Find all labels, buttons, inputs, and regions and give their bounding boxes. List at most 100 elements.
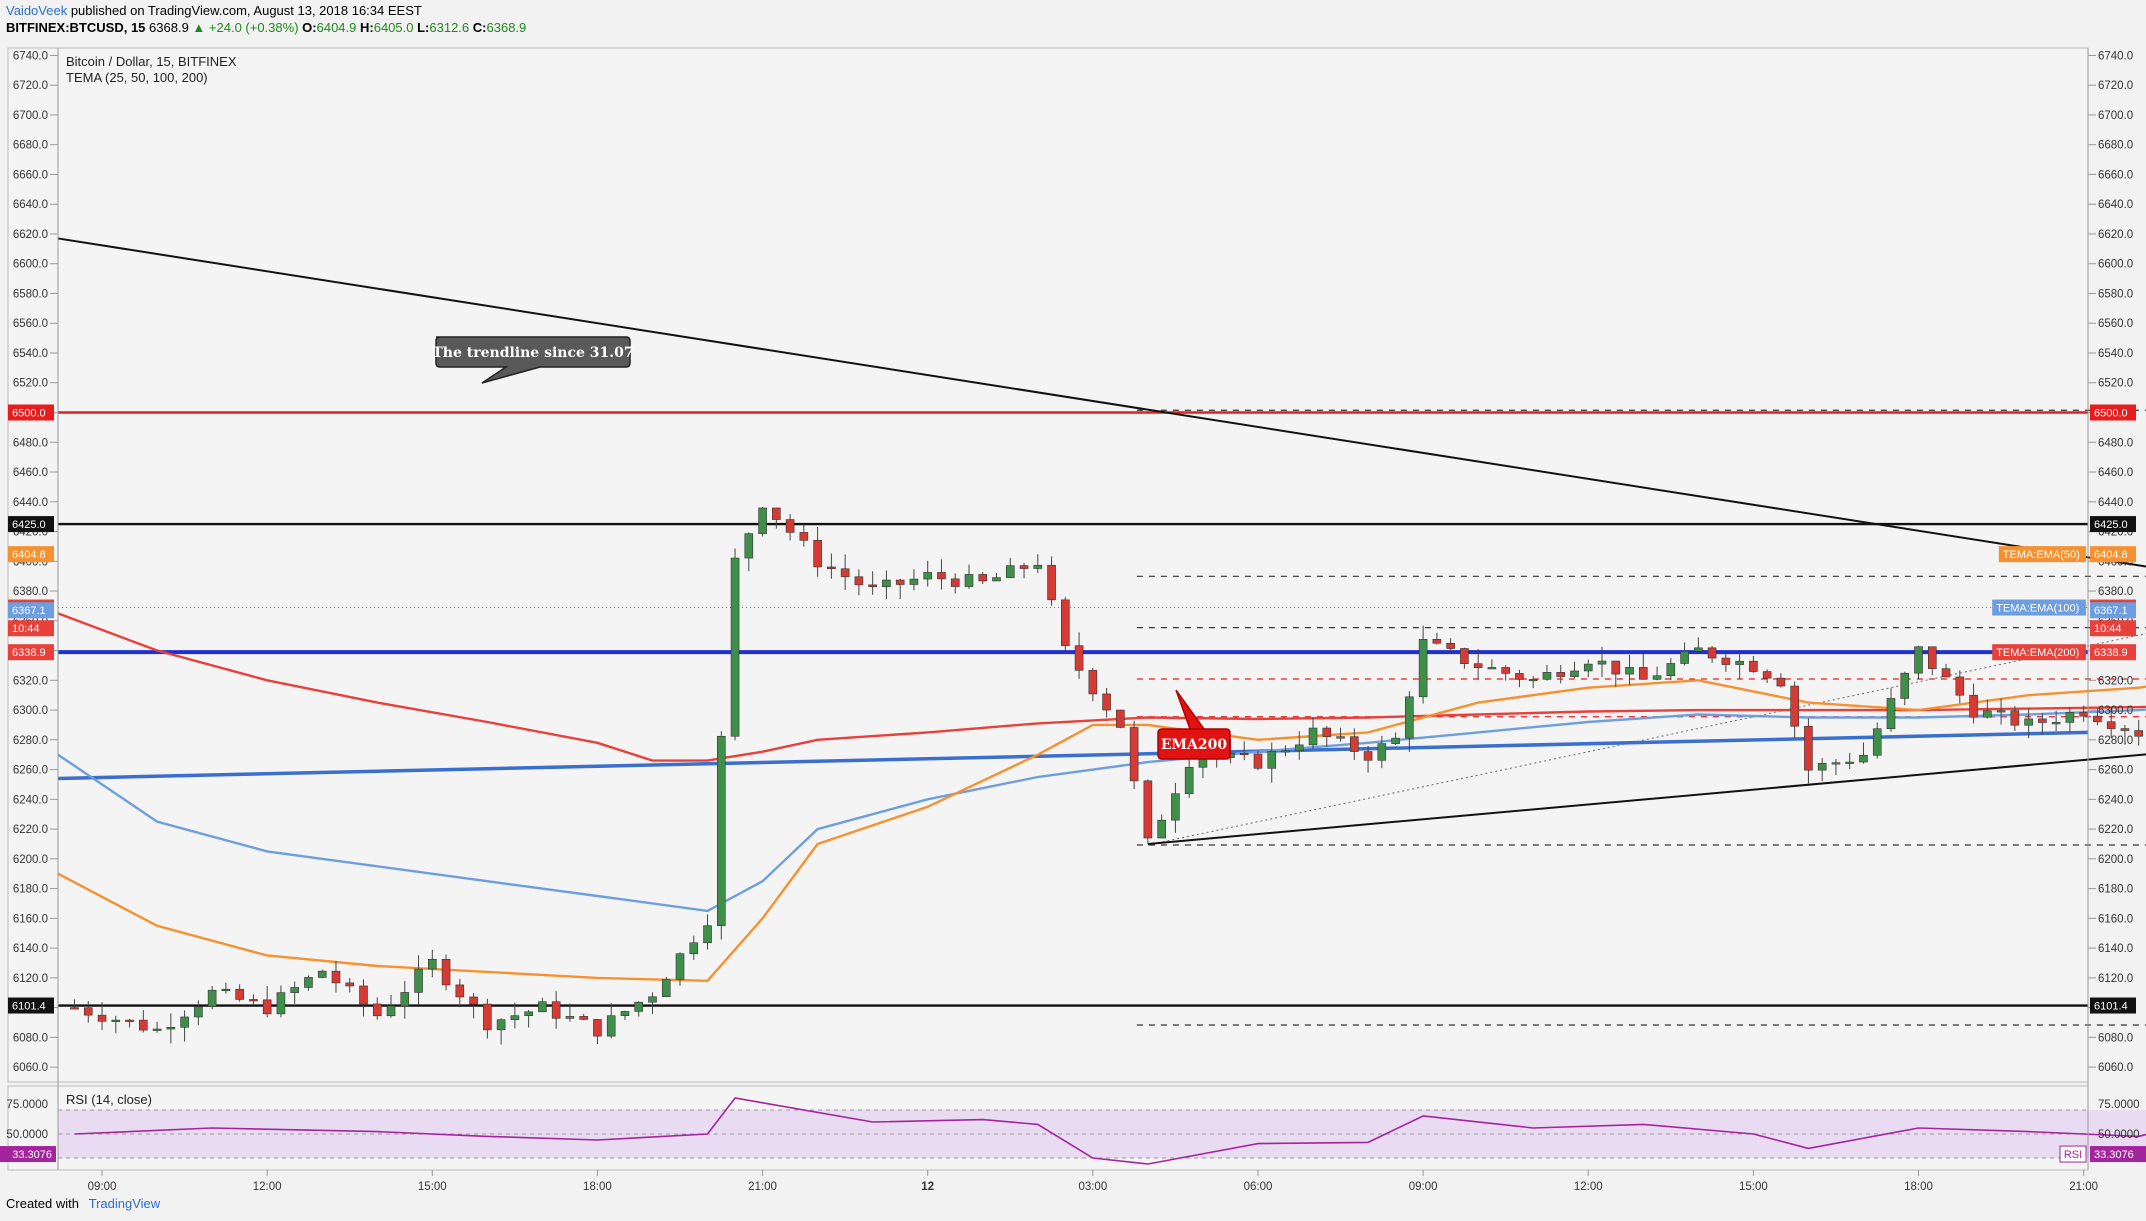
candle-body — [1845, 761, 1855, 764]
candle-body — [1350, 736, 1359, 752]
candle-body — [964, 574, 974, 587]
candle-body — [207, 989, 217, 1007]
candle-body — [1047, 564, 1056, 601]
rsi-legend: RSI (14, close) — [66, 1092, 152, 1107]
candle-body — [1528, 678, 1538, 682]
candle-body — [1473, 663, 1483, 669]
y-tick-label-right: 6540.0 — [2098, 348, 2133, 360]
y-tick-label-right: 6120.0 — [2098, 973, 2133, 985]
candle-body — [1515, 673, 1524, 680]
candle-body — [194, 1006, 203, 1018]
candle-body — [1267, 751, 1277, 769]
candle-body — [648, 996, 657, 1003]
candle-body — [2024, 718, 2033, 726]
candle-body — [1680, 651, 1689, 664]
y-tick-label-right: 6580.0 — [2098, 288, 2133, 300]
candle-body — [785, 519, 795, 533]
close-value: 6368.9 — [486, 20, 527, 35]
price-change: ▲ +24.0 (+0.38%) — [192, 20, 299, 35]
level-tag-right — [2090, 516, 2136, 533]
candle-body — [937, 572, 946, 580]
y-tick-label-left: 6720.0 — [13, 80, 48, 92]
candle-body — [70, 1007, 79, 1010]
y-tick-label-left: 6200.0 — [13, 854, 48, 866]
price-tag-right — [2090, 546, 2136, 563]
candle-body — [758, 507, 767, 534]
candle-body — [125, 1019, 134, 1022]
price-tag-right — [2090, 602, 2136, 619]
tradingview-logo-link[interactable]: TradingView — [88, 1196, 161, 1211]
y-tick-label-left: 6120.0 — [13, 973, 48, 985]
price-tag-right-text: 10:44 — [2094, 623, 2122, 635]
candle-body — [2038, 718, 2047, 723]
price-tag-left — [8, 620, 54, 637]
candle-body — [2134, 730, 2143, 737]
y-tick-label-left: 6520.0 — [13, 378, 48, 390]
candle-body — [1336, 736, 1345, 739]
y-tick-label-right: 6480.0 — [2098, 437, 2133, 449]
y-tick-label-left: 6240.0 — [13, 794, 48, 806]
x-tick-label: 12:00 — [1574, 1181, 1603, 1193]
rsi-tick-label-left: 75.0000 — [6, 1099, 48, 1111]
candle-body — [950, 578, 960, 587]
candle-body — [221, 988, 231, 992]
y-tick-label-right: 6080.0 — [2098, 1032, 2133, 1044]
tags-layer: 6500.06425.06404.86368.910:446367.16338.… — [8, 404, 2136, 1014]
candle-body — [1749, 660, 1758, 672]
ema200-note[interactable]: EMA200 — [1157, 689, 1231, 760]
open-label: O: — [302, 20, 317, 35]
candle-body — [620, 1011, 630, 1017]
candle-body — [483, 1003, 492, 1031]
candle-body — [455, 984, 465, 998]
candle-body — [1239, 752, 1249, 756]
level-tag-right — [2090, 404, 2136, 421]
y-tick-label-left: 6600.0 — [13, 259, 48, 271]
candle-body — [2051, 722, 2061, 725]
last-price: 6368.9 — [149, 20, 189, 35]
candle-body — [1501, 667, 1510, 674]
y-tick-label-left: 6540.0 — [13, 348, 48, 360]
y-tick-label-right: 6720.0 — [2098, 80, 2133, 92]
candle-body — [2093, 715, 2102, 723]
candles-layer — [70, 506, 2143, 1045]
y-tick-label-right: 6280.0 — [2098, 735, 2133, 747]
level-tag-right-text: 6425.0 — [2094, 519, 2128, 531]
close-label: C: — [472, 20, 487, 35]
y-tick-label-left: 6560.0 — [13, 318, 48, 330]
x-tick-label: 15:00 — [1739, 1181, 1768, 1193]
candle-body — [524, 1011, 533, 1017]
y-tick-label-left: 6220.0 — [13, 824, 48, 836]
chart-title: Bitcoin / Dollar, 15, BITFINEX — [66, 54, 237, 69]
author-link[interactable]: VaidoVeek — [6, 3, 68, 18]
trendline-note[interactable]: The trendline since 31.07 — [432, 336, 634, 384]
candle-body — [1790, 685, 1799, 727]
candle-body — [1460, 648, 1469, 664]
y-tick-label-left: 6680.0 — [13, 140, 48, 152]
candle-body — [1308, 727, 1318, 746]
candle-body — [2106, 721, 2116, 729]
y-tick-label-left: 6440.0 — [13, 497, 48, 509]
candle-body — [551, 1001, 561, 1019]
candle-body — [1432, 639, 1442, 644]
ema50-line — [57, 679, 2146, 983]
rsi-value-left: 33.3076 — [12, 1149, 52, 1161]
candle-body — [1281, 750, 1290, 753]
candle-body — [1487, 667, 1497, 670]
ema-layer — [57, 612, 2146, 983]
candle-body — [1969, 694, 1978, 718]
candle-body — [83, 1007, 93, 1016]
candle-body — [1294, 744, 1304, 751]
candle-body — [854, 576, 864, 586]
candle-body — [703, 925, 712, 944]
candle-body — [1005, 565, 1015, 578]
candle-body — [1570, 670, 1579, 677]
candle-body — [1116, 709, 1125, 728]
y-tick-label-right: 6200.0 — [2098, 854, 2133, 866]
candle-body — [2120, 728, 2130, 731]
price-tag-right — [2090, 644, 2136, 661]
candle-body — [772, 507, 781, 520]
candle-body — [97, 1014, 107, 1022]
candle-body — [386, 1005, 396, 1017]
candle-body — [1831, 762, 1841, 765]
